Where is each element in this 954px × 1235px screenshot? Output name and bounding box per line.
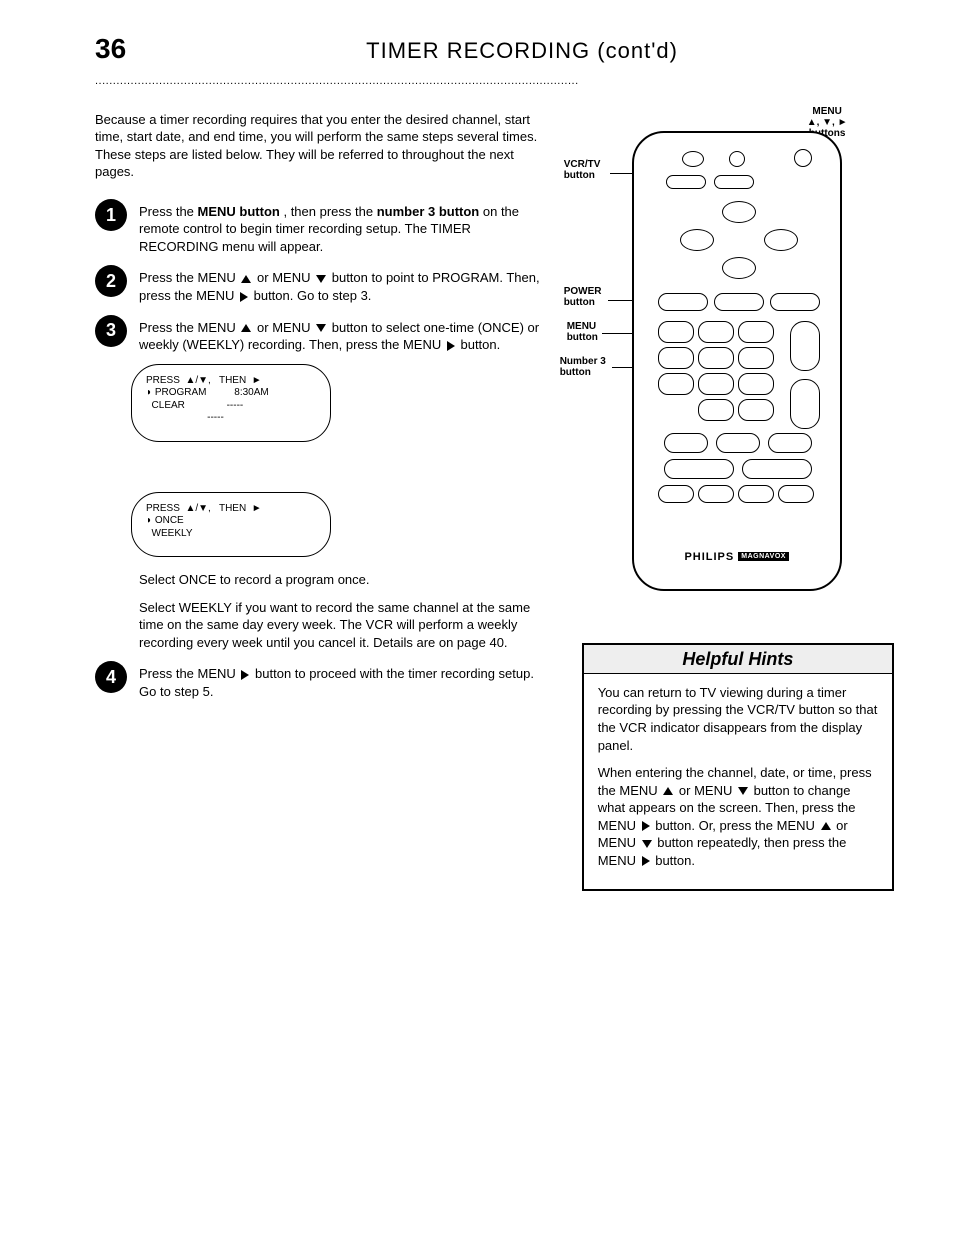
remote-top-oval-1 [682, 151, 704, 167]
remote-bot-4 [778, 485, 814, 503]
osd2-l1: PRESS ▲/▼, THEN ► [146, 503, 316, 516]
arrow-up-icon [241, 324, 251, 332]
remote-dpad-left [680, 229, 714, 251]
remote-dpad-right [764, 229, 798, 251]
osd1-l1: PRESS ▲/▼, THEN ► [146, 375, 316, 388]
osd2-l2: ◗ ONCE [146, 515, 316, 528]
arrow-down-icon [642, 840, 652, 848]
hints-p1: You can return to TV viewing during a ti… [598, 684, 878, 754]
page-title: TIMER RECORDING (cont'd) [150, 36, 894, 66]
step3-pre: Press the MENU [139, 320, 239, 335]
remote-illustration: VCR/TVbutton MENU▲, ▼, ►buttons POWERbut… [582, 111, 894, 631]
arrow-up-icon [821, 822, 831, 830]
divider-dots: ........................................… [95, 74, 894, 89]
step-2: 2 Press the MENU or MENU button to point… [95, 265, 554, 304]
remote-key-1 [658, 321, 694, 343]
step1-pre: Press the [139, 204, 198, 219]
remote-dpad-down [722, 257, 756, 279]
osd1-l2: ◗ PROGRAM 8:30AM [146, 387, 316, 400]
remote-key-extra [738, 399, 774, 421]
remote-low-4 [664, 459, 734, 479]
arrow-right-icon [240, 292, 248, 302]
osd-screen-2: PRESS ▲/▼, THEN ► ◗ ONCE WEEKLY [131, 492, 331, 558]
remote-row3-3 [770, 293, 820, 311]
step-number-3: 3 [95, 315, 127, 347]
step-3: 3 Press the MENU or MENU button to selec… [95, 315, 554, 354]
step3-or: or MENU [257, 320, 314, 335]
osd1-l4: ----- [146, 412, 316, 425]
callout-number3: Number 3button [560, 356, 606, 378]
osd-screen-1: PRESS ▲/▼, THEN ► ◗ PROGRAM 8:30AM CLEAR… [131, 364, 331, 442]
remote-bot-3 [738, 485, 774, 503]
step-number-1: 1 [95, 199, 127, 231]
remote-key-3 [738, 321, 774, 343]
remote-key-2 [698, 321, 734, 343]
remote-low-1 [664, 433, 708, 453]
osd2-l3: WEEKLY [146, 528, 316, 541]
remote-key-0 [698, 399, 734, 421]
remote-body: PHILIPSMAGNAVOX [632, 131, 842, 591]
arrow-right-icon [642, 821, 650, 831]
arrow-up-icon [241, 275, 251, 283]
remote-pill-1 [666, 175, 706, 189]
step-1: 1 Press the MENU button , then press the… [95, 199, 554, 256]
para-once: Select ONCE to record a program once. [139, 571, 554, 589]
page-number: 36 [95, 30, 126, 68]
helpful-hints-box: Helpful Hints You can return to TV viewi… [582, 643, 894, 892]
step2-or: or MENU [257, 270, 314, 285]
step-number-2: 2 [95, 265, 127, 297]
callout-power: POWERbutton [564, 286, 602, 308]
arrow-down-icon [316, 275, 326, 283]
callout-menu: MENUbutton [567, 321, 598, 343]
step1-bold2: number 3 button [377, 204, 480, 219]
remote-key-4 [658, 347, 694, 369]
arrow-up-icon [663, 787, 673, 795]
remote-key-8 [698, 373, 734, 395]
osd1-l3: CLEAR ----- [146, 400, 316, 413]
step1-bold: MENU button [198, 204, 280, 219]
step1-post: , then press the [283, 204, 376, 219]
arrow-down-icon [316, 324, 326, 332]
remote-bot-2 [698, 485, 734, 503]
remote-bot-1 [658, 485, 694, 503]
arrow-right-icon [642, 856, 650, 866]
step3-tail: button. [460, 337, 500, 352]
step2-tail: button. Go to step 3. [254, 288, 372, 303]
hints-title: Helpful Hints [584, 645, 892, 674]
remote-low-3 [768, 433, 812, 453]
step2-pre: Press the MENU [139, 270, 239, 285]
arrow-down-icon [738, 787, 748, 795]
remote-low-2 [716, 433, 760, 453]
remote-rocker-1 [790, 321, 820, 371]
para-weekly: Select WEEKLY if you want to record the … [139, 599, 554, 652]
step-4: 4 Press the MENU button to proceed with … [95, 661, 554, 700]
remote-key-6 [738, 347, 774, 369]
remote-key-9 [738, 373, 774, 395]
remote-top-round [794, 149, 812, 167]
remote-rocker-2 [790, 379, 820, 429]
remote-row3-2 [714, 293, 764, 311]
step-number-4: 4 [95, 661, 127, 693]
remote-pill-2 [714, 175, 754, 189]
page-header: 36 TIMER RECORDING (cont'd) [95, 30, 894, 68]
intro-paragraph: Because a timer recording requires that … [95, 111, 554, 181]
remote-low-5 [742, 459, 812, 479]
remote-dpad-up [722, 201, 756, 223]
callout-vcrtv: VCR/TVbutton [564, 159, 601, 181]
arrow-right-icon [447, 341, 455, 351]
remote-brand: PHILIPSMAGNAVOX [634, 550, 840, 565]
remote-top-oval-2 [729, 151, 745, 167]
hints-p2: When entering the channel, date, or time… [598, 764, 878, 869]
remote-row3-1 [658, 293, 708, 311]
remote-key-7 [658, 373, 694, 395]
arrow-right-icon [241, 670, 249, 680]
remote-key-5 [698, 347, 734, 369]
